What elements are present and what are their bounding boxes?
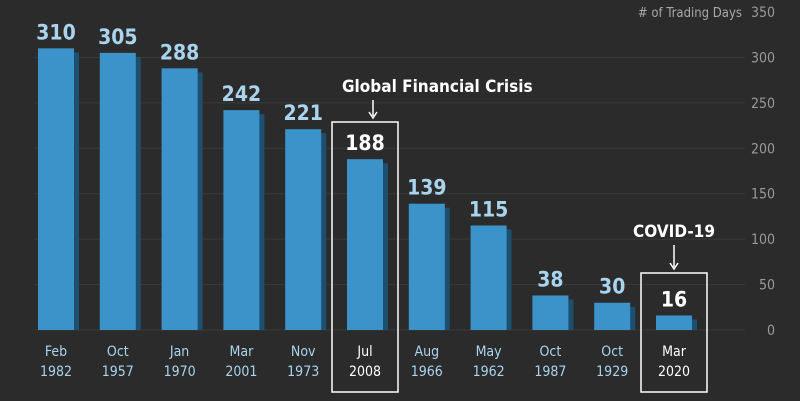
bar-value-label: 305 [98, 25, 137, 49]
x-tick-label: Oct 1929 [596, 344, 628, 380]
bar-shadow [73, 52, 79, 330]
highlight-box [331, 121, 399, 393]
gridlines [35, 56, 745, 331]
annotation-label: COVID-19 [633, 222, 715, 242]
highlight-box [640, 272, 708, 393]
bar [223, 110, 260, 330]
bar-shadow [320, 133, 327, 330]
bar [594, 302, 631, 330]
bar-value-label: 139 [407, 176, 446, 200]
y-tick-label: 350 [751, 5, 775, 21]
annotation-label: Global Financial Crisis [342, 77, 533, 97]
bar [161, 68, 198, 331]
bar-shadow [443, 207, 450, 330]
bar [656, 315, 692, 330]
bar-shadow [258, 114, 265, 330]
bar [408, 203, 445, 330]
bar [347, 159, 383, 330]
x-tick-label: Feb 1982 [40, 344, 72, 380]
x-tick-label: Jan 1970 [164, 344, 196, 380]
y-tick-label: 0 [767, 323, 775, 339]
y-tick-label: 300 [751, 50, 775, 66]
x-tick-label: Mar 2001 [225, 344, 257, 380]
x-tick-label: Aug 1966 [411, 344, 443, 380]
bar [38, 48, 74, 330]
bar-shadow [691, 319, 697, 330]
y-tick-label: 150 [751, 187, 775, 203]
y-axis-title: # of Trading Days [638, 6, 742, 21]
bar-value-label: 38 [537, 267, 563, 291]
bar-shadow [505, 229, 512, 330]
bar-shadow [196, 72, 203, 331]
bar [470, 225, 507, 330]
bar-value-label: 188 [345, 131, 384, 155]
bar [99, 52, 136, 331]
y-tick-label: 250 [751, 96, 775, 112]
y-tick-label: 200 [751, 141, 775, 157]
labels: 0 50 100 150 200 250 300 350 310 Feb 1982 305 Oct 195… [36, 5, 775, 393]
bar [285, 129, 322, 330]
x-tick-label: Nov 1973 [287, 344, 319, 380]
y-tick-label: 50 [759, 278, 775, 294]
bar-value-label: 288 [160, 40, 199, 64]
arrow-head-icon [368, 111, 378, 120]
x-tick-label: Oct 1987 [534, 344, 566, 380]
bar-value-label: 310 [36, 20, 75, 44]
bars [38, 48, 697, 331]
bar-shadow [134, 56, 141, 331]
bar-value-label: 242 [222, 82, 261, 106]
bar-value-label: 30 [599, 275, 625, 299]
x-tick-label: Mar 2020 [658, 344, 690, 380]
bar-value-label: 16 [661, 287, 687, 311]
x-tick-label: Jul 2008 [349, 344, 381, 380]
bar-shadow [567, 299, 574, 330]
bar-value-label: 115 [469, 198, 508, 222]
y-tick-label: 100 [751, 232, 775, 248]
arrow-head-icon [669, 262, 679, 271]
x-tick-label: May 1962 [473, 344, 505, 380]
bar [532, 295, 569, 330]
bar-shadow [382, 163, 388, 330]
bar-shadow [629, 306, 636, 330]
x-tick-label: Oct 1957 [102, 344, 134, 380]
bar-value-label: 221 [283, 101, 322, 125]
